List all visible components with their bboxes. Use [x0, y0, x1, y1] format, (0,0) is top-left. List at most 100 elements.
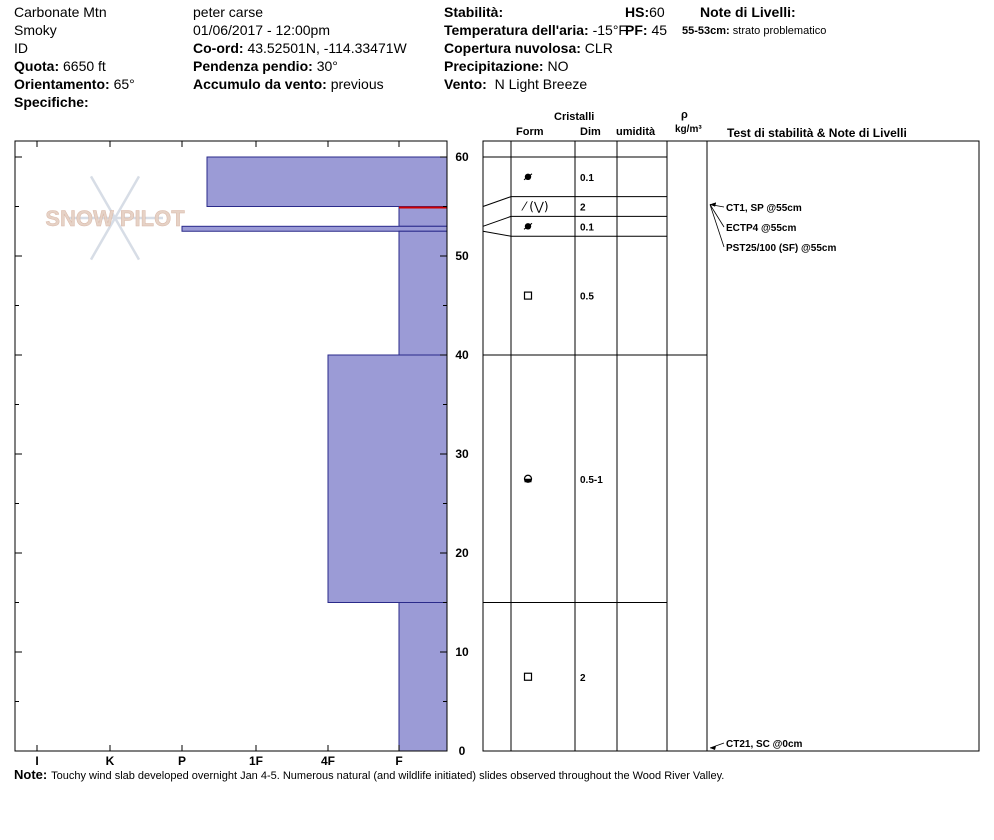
wind-value: N Light Breeze	[494, 76, 588, 92]
crystal-grid	[482, 140, 980, 752]
note-text: Touchy wind slab developed overnight Jan…	[51, 770, 725, 782]
wind-loading-value: previous	[330, 76, 384, 92]
hardness-axes: I K P 1F 4F F 0 10 20 30 40 50 60	[14, 140, 469, 768]
layer-connector	[482, 215, 512, 227]
wind-label: Vento:	[444, 76, 487, 92]
hardness-bar-2	[181, 225, 448, 232]
form-symbol-facets-1: ⁄ (⋁)	[520, 200, 548, 214]
sky-value: CLR	[584, 40, 613, 56]
layer-note-range: 55-53cm:	[682, 25, 730, 37]
pf-label: PF:	[625, 22, 648, 38]
depth-label-30: 30	[455, 447, 469, 461]
coordinates: Co-ord: 43.52501N, -114.33471W	[193, 40, 407, 57]
elevation: Quota: 6650 ft	[14, 58, 106, 75]
hardness-bar-4	[327, 354, 448, 603]
hardness-bars	[181, 156, 448, 752]
aspect-label: Orientamento:	[14, 76, 110, 92]
sky-label: Copertura nuvolosa:	[444, 40, 581, 56]
layer-labels: 0.1 ⁄ (⋁) 2 0.1 0.5 0.5-1 2	[520, 173, 603, 684]
snowflake-arm	[89, 217, 117, 261]
rho-header: ρ	[681, 109, 688, 121]
crystal-size-0: 0.1	[580, 173, 594, 184]
hardness-label-F: F	[395, 754, 402, 768]
specifics-label: Specifiche:	[14, 94, 89, 110]
aspect: Orientamento: 65°	[14, 76, 135, 93]
form-symbol-precip-stroke-2	[523, 222, 533, 230]
crystal-size-5: 2	[580, 673, 586, 684]
note: Note: Touchy wind slab developed overnig…	[14, 766, 724, 783]
air-temp: Temperatura dell'aria: -15°F	[444, 22, 627, 39]
hardness-bar-5	[398, 602, 448, 752]
hardness-label-I: I	[35, 754, 38, 768]
depth-label-10: 10	[455, 645, 469, 659]
note-label: Note:	[14, 767, 48, 782]
form-symbol-faceted-5	[523, 672, 533, 681]
aspect-value: 65°	[113, 76, 135, 92]
crystal-size-3: 0.5	[580, 292, 594, 303]
snowflake-arm	[113, 217, 141, 261]
test-label-0: CT1, SP @55cm	[726, 203, 802, 214]
crystal-size-1: 2	[580, 203, 586, 214]
datetime: 01/06/2017 - 12:00pm	[193, 22, 330, 38]
stability-label: Stabilità:	[444, 4, 504, 20]
observer: peter carse	[193, 4, 264, 20]
elevation-label: Quota:	[14, 58, 60, 74]
test-arrow-2	[710, 202, 716, 207]
logo-text: SNOW PILOT	[45, 206, 185, 231]
crystal-size-2: 0.1	[580, 222, 594, 233]
form-symbol-roundfacet-fill-4	[524, 478, 532, 483]
form-symbol-faceted-3	[523, 291, 533, 300]
depth-label-20: 20	[455, 546, 469, 560]
precip-value: NO	[547, 58, 569, 74]
hardness-plot-frame	[14, 140, 448, 752]
wind-loading: Accumulo da vento: previous	[193, 76, 384, 93]
depth-label-0: 0	[459, 744, 466, 758]
hardness-label-1F: 1F	[249, 754, 263, 768]
crystals-header: Cristalli	[554, 111, 595, 123]
snowpilot-logo: SNOW PILOT	[45, 175, 185, 261]
test-leader-2	[709, 204, 725, 248]
hs-value: 60	[649, 4, 665, 20]
tests-header: Test di stabilità & Note di Livelli	[727, 126, 907, 140]
depth-label-60: 60	[455, 150, 469, 164]
form-symbol-precip-stroke-0	[523, 173, 533, 181]
id-label: ID	[14, 40, 28, 56]
test-label-1: ECTP4 @55cm	[726, 223, 796, 234]
hardness-bar-0	[206, 156, 448, 207]
sky: Copertura nuvolosa: CLR	[444, 40, 613, 57]
test-label-2: PST25/100 (SF) @55cm	[726, 243, 836, 254]
wind-loading-label: Accumulo da vento:	[193, 76, 327, 92]
pf-value: 45	[651, 22, 668, 38]
depth-label-50: 50	[455, 249, 469, 263]
moisture-header: umidità	[616, 126, 656, 138]
density-unit-header: kg/m³	[675, 124, 702, 135]
hardness-bar-1	[398, 206, 448, 227]
hs-label: HS:	[625, 4, 650, 20]
form-header: Form	[516, 126, 544, 138]
depth-label-40: 40	[455, 348, 469, 362]
layer-note: 55-53cm: strato problematico	[682, 25, 826, 38]
snowflake-arm	[89, 175, 117, 219]
pf: PF: 45	[625, 22, 667, 39]
layer-note-text: strato problematico	[732, 25, 827, 37]
air-temp-value: -15°F	[592, 22, 627, 38]
test-label-3: CT21, SC @0cm	[726, 739, 803, 750]
wind: Vento: N Light Breeze	[444, 76, 587, 93]
slope-value: 30°	[316, 58, 338, 74]
test-leader-1	[709, 204, 725, 228]
elevation-value: 6650 ft	[63, 58, 106, 74]
stability-tests: CT1, SP @55cm ECTP4 @55cm PST25/100 (SF) @…	[709, 202, 836, 750]
layer-connector	[482, 196, 512, 207]
location: Carbonate Mtn	[14, 4, 107, 20]
layer-connector	[482, 230, 512, 237]
coord-label: Co-ord:	[193, 40, 244, 56]
test-arrow-3	[710, 746, 716, 750]
precipitation: Precipitazione: NO	[444, 58, 568, 75]
air-temp-label: Temperatura dell'aria:	[444, 22, 589, 38]
snowflake-arm	[113, 175, 141, 219]
hardness-label-4F: 4F	[321, 754, 335, 768]
range: Smoky	[14, 22, 57, 38]
crystal-size-4: 0.5-1	[580, 475, 603, 486]
hardness-label-P: P	[178, 754, 186, 768]
slope: Pendenza pendio: 30°	[193, 58, 338, 75]
